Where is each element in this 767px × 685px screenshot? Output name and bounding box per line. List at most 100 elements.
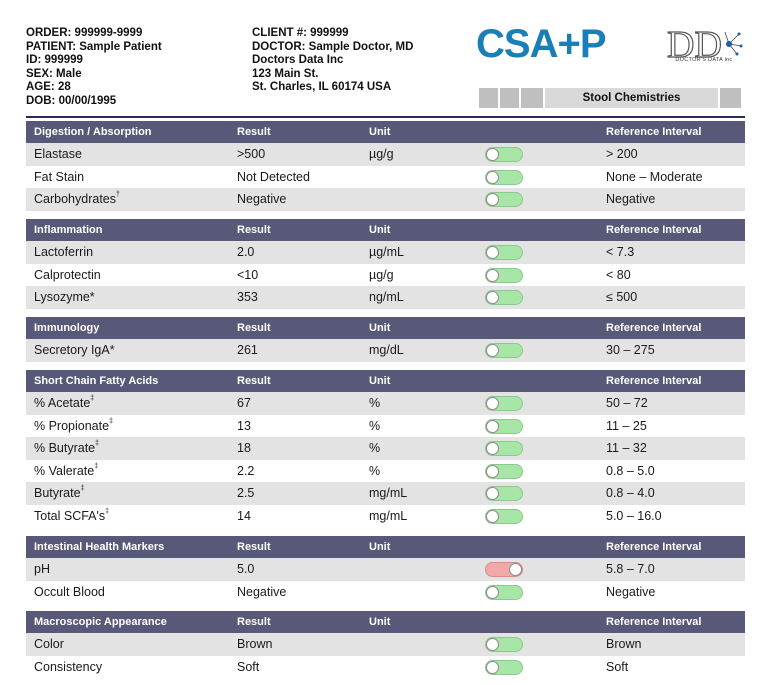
unit-value: mg/dL [369,343,404,357]
result-column-header: Result [237,322,271,334]
unit-value: % [369,418,381,433]
result-value: Negative [237,584,287,599]
indicator-knob [486,509,499,523]
footnote-marker: ‡ [80,485,85,492]
result-value: 2.2 [237,463,255,478]
reference-interval: < 7.3 [606,245,635,259]
analyte-label: Total SCFA's [34,508,106,523]
doctors-data-logo-icon: DD [667,24,743,67]
analyte-label: Calprotectin [34,267,101,282]
unit-value: % [369,396,381,410]
result-value: Not Detected [237,169,310,184]
indicator-knob [486,170,499,184]
section-header: Short Chain Fatty Acids Result Unit Referen… [26,370,745,392]
patient-sex: SEX: Male [26,67,82,80]
normal-indicator-icon [485,659,523,675]
indicator-knob [486,660,499,674]
indicator-knob [486,344,499,357]
normal-indicator-icon [485,290,523,305]
unit-value: µg/mL [369,245,404,259]
normal-indicator-icon [485,486,523,501]
indicator-knob [486,585,499,599]
tab-block [500,88,519,108]
reference-interval: 0.8 – 5.0 [606,463,655,478]
analyte-label: Carbohydrates [34,192,116,206]
table-row: Calprotectin <10 µg/g < 80 [26,264,745,287]
footnote-marker: ‡ [95,440,100,447]
indicator-knob [486,291,499,304]
section-table: Inflammation Result Unit Reference Interval… [26,219,745,309]
reference-column-header: Reference Interval [606,322,702,334]
analyte-name: Lysozyme* [34,286,95,309]
analyte-label: % Acetate [34,396,91,410]
reference-interval: Brown [606,637,642,651]
reference-interval: None – Moderate [606,169,703,184]
analyte-label: Butyrate [34,486,81,500]
section-table: Macroscopic Appearance Result Unit Referenc… [26,611,745,678]
analyte-label: pH [34,562,50,576]
normal-indicator-icon [485,584,523,600]
table-row: Lysozyme* 353 ng/mL ≤ 500 [26,286,745,309]
analyte-name: Calprotectin [34,264,101,287]
header-divider [26,116,745,118]
table-row: pH 5.0 5.8 – 7.0 [26,558,745,581]
reference-interval: 11 – 25 [606,418,647,433]
table-row: % Propionate‡ 13% 11 – 25 [26,415,745,438]
table-row: Fat Stain Not Detected None – Moderate [26,166,745,189]
unit-value: µg/g [369,147,394,161]
section-header: Intestinal Health Markers Result Unit Refer… [26,536,745,558]
result-value: <10 [237,267,259,282]
analyte-name: Total SCFA's‡ [34,505,109,528]
footnote-marker: ‡ [90,395,95,402]
analyte-name: % Valerate‡ [34,460,98,483]
analyte-name: Occult Blood [34,581,105,604]
reference-interval: 11 – 32 [606,441,647,455]
analyte-label: % Propionate [34,418,110,433]
analyte-name: Lactoferrin [34,241,93,264]
reference-column-header: Reference Interval [606,224,702,236]
section-table: Immunology Result Unit Reference Interval Se… [26,317,745,362]
analyte-label: Elastase [34,147,82,161]
result-column-header: Result [237,224,271,236]
footnote-marker: ‡ [105,507,110,515]
analyte-name: % Acetate‡ [34,392,94,415]
unit-column-header: Unit [369,126,391,138]
result-value: 353 [237,290,258,304]
csap-logo: CSA+P [476,24,616,64]
normal-indicator-icon [485,192,523,207]
result-value: 2.5 [237,486,255,500]
analyte-name: Consistency [34,656,102,679]
result-column-header: Result [237,616,271,628]
normal-indicator-icon [485,418,523,434]
indicator-knob [486,246,499,259]
table-row: Carbohydrates† Negative Negative [26,188,745,211]
normal-indicator-icon [485,169,523,185]
result-column-header: Result [237,126,271,138]
section-title: Inflammation [34,224,103,236]
section-title: Macroscopic Appearance [34,616,167,628]
normal-indicator-icon [485,637,523,652]
normal-indicator-icon [485,396,523,411]
section-header: Digestion / Absorption Result Unit Referenc… [26,121,745,143]
reference-column-header: Reference Interval [606,126,702,138]
table-row: % Butyrate‡ 18% 11 – 32 [26,437,745,460]
analyte-label: Fat Stain [34,169,85,184]
table-row: % Acetate‡ 67% 50 – 72 [26,392,745,415]
result-value: 5.0 [237,562,255,576]
result-value: Soft [237,659,260,674]
indicator-knob [486,638,499,651]
unit-column-header: Unit [369,541,391,553]
unit-value: % [369,441,381,455]
tab-block [720,88,741,108]
indicator-knob [486,148,499,161]
reference-column-header: Reference Interval [606,375,702,387]
reference-interval: 5.0 – 16.0 [606,508,662,523]
analyte-name: pH [34,558,50,581]
analyte-name: Carbohydrates† [34,188,120,211]
table-row: Secretory IgA* 261 mg/dL 30 – 275 [26,339,745,362]
indicator-knob [486,419,499,433]
ddi-letters: DD [667,24,722,66]
unit-value: µg/g [369,267,394,282]
footnote-marker: † [116,191,120,198]
analyte-label: % Valerate [34,463,95,478]
